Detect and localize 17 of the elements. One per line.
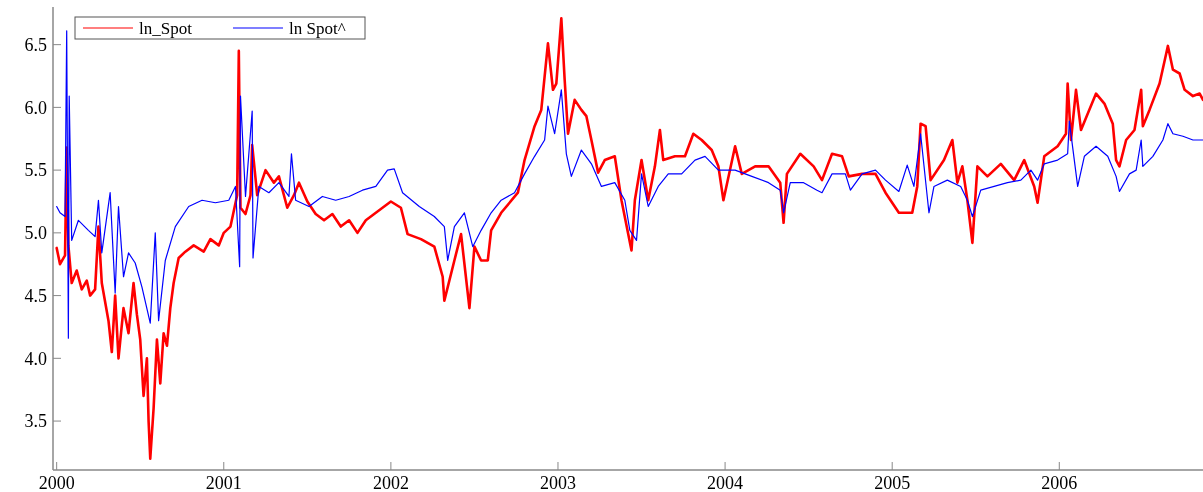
x-tick-label: 2006 bbox=[1041, 473, 1078, 492]
legend-label: ln Spot^ bbox=[289, 19, 346, 38]
legend-label: ln_Spot bbox=[139, 19, 193, 38]
x-tick-label: 2001 bbox=[205, 473, 242, 492]
y-tick-label: 4.0 bbox=[24, 348, 47, 369]
line-series bbox=[55, 16, 1203, 461]
x-tick-label: 2002 bbox=[372, 473, 409, 492]
y-tick-label: 4.5 bbox=[24, 285, 47, 306]
y-tick-label: 3.5 bbox=[24, 411, 47, 432]
x-tick-label: 2005 bbox=[874, 473, 911, 492]
x-tick-label: 2000 bbox=[38, 473, 75, 492]
x-tick-label: 2003 bbox=[539, 473, 576, 492]
y-tick-label: 5.0 bbox=[24, 223, 47, 244]
y-tick-label: 5.5 bbox=[24, 160, 47, 181]
x-tick-label: 2004 bbox=[707, 473, 744, 492]
y-tick-label: 6.0 bbox=[24, 97, 47, 118]
y-tick-label: 6.5 bbox=[24, 34, 47, 55]
